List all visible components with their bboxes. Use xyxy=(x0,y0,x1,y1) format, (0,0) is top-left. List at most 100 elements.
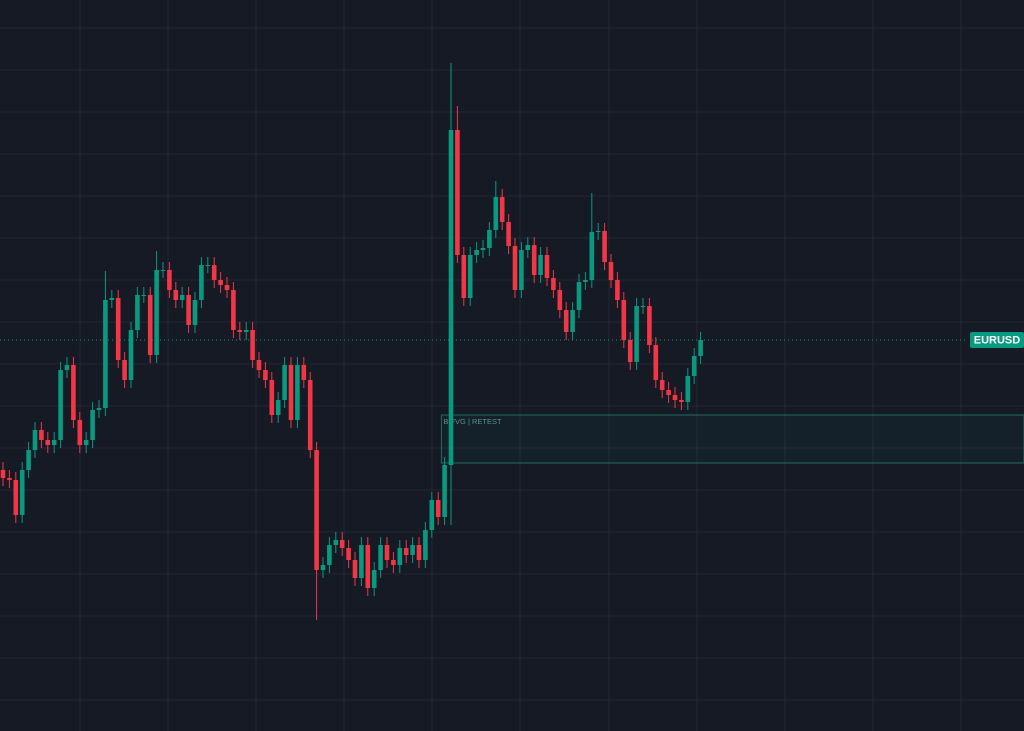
candle-body xyxy=(141,295,147,296)
candle-body xyxy=(634,306,639,362)
candle-body xyxy=(301,365,307,380)
candle-body xyxy=(499,197,505,222)
candle-body xyxy=(346,548,351,560)
candle-body xyxy=(154,270,159,355)
candle-body xyxy=(531,245,537,275)
candle-body xyxy=(467,255,473,298)
candle-body xyxy=(576,282,582,310)
candle-body xyxy=(288,365,294,420)
candle-body xyxy=(224,285,230,290)
candle-body xyxy=(128,330,134,380)
candle-body xyxy=(461,255,467,298)
candle-body xyxy=(352,560,358,578)
candle-body xyxy=(595,231,601,232)
candle-body xyxy=(378,545,383,570)
candle-body xyxy=(211,265,217,280)
candle-body xyxy=(275,400,281,415)
candle-body xyxy=(19,470,25,515)
candle-body xyxy=(269,380,275,415)
symbol-badge xyxy=(970,332,1024,348)
candle-body xyxy=(410,545,415,555)
candle-body xyxy=(691,356,697,376)
candle-body xyxy=(333,540,339,545)
candle-body xyxy=(173,290,179,300)
candle-body xyxy=(7,478,12,480)
candle-body xyxy=(672,395,678,400)
candle-body xyxy=(608,262,614,280)
candle-body xyxy=(205,265,211,266)
fvg-zone xyxy=(440,414,1024,464)
candle-body xyxy=(647,306,652,345)
candle-body xyxy=(557,290,563,310)
candle-body xyxy=(416,545,422,560)
candle-body xyxy=(551,278,556,290)
symbol-label: EURUSD xyxy=(974,334,1021,346)
candle-body xyxy=(627,340,633,362)
candle-body xyxy=(109,298,115,300)
candle-body xyxy=(640,306,646,307)
candle-body xyxy=(243,330,249,332)
candle-body xyxy=(64,365,70,370)
candle-body xyxy=(487,230,492,248)
candle-body xyxy=(371,570,377,588)
candle-body xyxy=(538,255,543,275)
candle-body xyxy=(435,500,441,517)
candle-body xyxy=(679,400,684,402)
candle-body xyxy=(685,376,691,402)
candle-body xyxy=(167,270,172,290)
candle-body xyxy=(403,548,409,555)
candle-body xyxy=(423,530,428,560)
candle-body xyxy=(339,540,345,548)
candle-body xyxy=(359,545,364,578)
candle-body xyxy=(365,545,371,588)
candle-body xyxy=(474,250,479,255)
candle-body xyxy=(147,295,153,355)
candle-body xyxy=(525,245,531,250)
candle-body xyxy=(83,440,89,445)
candle-body xyxy=(122,360,127,380)
candle-body xyxy=(199,265,204,300)
candle-body xyxy=(45,440,51,445)
fvg-label: B FVG | RETEST xyxy=(443,417,502,426)
candle-body xyxy=(160,270,166,271)
candle-body xyxy=(589,232,595,280)
candle-body xyxy=(570,310,575,332)
candle-body xyxy=(13,480,19,515)
candle-body xyxy=(186,295,191,325)
candle-body xyxy=(698,340,703,356)
candle-body xyxy=(26,450,31,470)
candle-body xyxy=(583,280,588,282)
candle-body xyxy=(391,560,396,565)
candle-body xyxy=(263,370,268,380)
candle-body xyxy=(544,255,550,278)
candle-body xyxy=(192,300,198,325)
candle-body xyxy=(327,545,332,565)
candle-body xyxy=(384,545,390,560)
candle-body xyxy=(397,548,403,565)
candle-body xyxy=(659,380,665,390)
candle-body xyxy=(103,300,108,408)
candle-body xyxy=(115,298,121,360)
candle-body xyxy=(621,300,627,340)
candle-body xyxy=(237,330,243,332)
candle-body xyxy=(512,246,518,290)
candle-body xyxy=(71,365,76,420)
candle-body xyxy=(282,365,287,400)
candle-body xyxy=(90,410,95,440)
candle-body xyxy=(218,280,223,285)
candle-body xyxy=(429,500,435,530)
candle-body xyxy=(39,430,44,440)
candle-body xyxy=(320,565,326,570)
candle-body xyxy=(653,345,659,380)
candle-body xyxy=(179,295,185,300)
candle-body xyxy=(135,295,140,330)
candle-body xyxy=(602,231,607,262)
candle-body xyxy=(231,290,236,330)
candle-body xyxy=(0,470,6,478)
candle-body xyxy=(480,248,486,250)
candle-body xyxy=(448,130,454,465)
candle-body xyxy=(77,420,83,445)
candle-body xyxy=(96,408,102,410)
